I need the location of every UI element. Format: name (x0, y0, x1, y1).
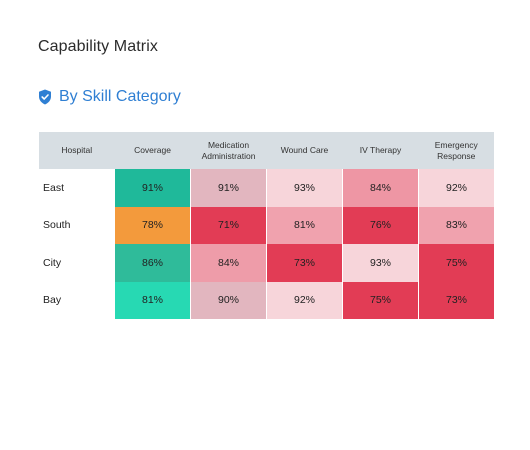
heatmap-cell: 91% (114, 169, 191, 207)
section-header: By Skill Category (38, 88, 181, 106)
heatmap-cell: 83% (418, 206, 494, 244)
table-row: Bay 81% 90% 92% 75% 73% (39, 281, 494, 319)
heatmap-cell: 71% (190, 206, 267, 244)
heatmap-cell: 86% (114, 244, 191, 282)
heatmap-cell: 84% (190, 244, 267, 282)
row-label: South (39, 206, 115, 244)
row-label: East (39, 169, 115, 207)
heatmap-cell: 81% (114, 281, 191, 319)
heatmap-cell: 93% (342, 244, 419, 282)
table-row: South 78% 71% 81% 76% 83% (39, 206, 494, 244)
heatmap-cell: 91% (190, 169, 267, 207)
heatmap-cell: 81% (266, 206, 343, 244)
shield-check-icon (38, 89, 52, 105)
column-header: IV Therapy (342, 132, 419, 169)
column-header: Emergency Response (418, 132, 494, 169)
heatmap-cell: 75% (342, 281, 419, 319)
heatmap-cell: 78% (114, 206, 191, 244)
heatmap-cell: 73% (266, 244, 343, 282)
column-header: Coverage (114, 132, 191, 169)
corner-header: Hospital (39, 132, 115, 169)
table-row: City 86% 84% 73% 93% 75% (39, 244, 494, 282)
row-label: Bay (39, 281, 115, 319)
table-row: East 91% 91% 93% 84% 92% (39, 169, 494, 207)
heatmap-cell: 76% (342, 206, 419, 244)
heatmap-cell: 92% (266, 281, 343, 319)
column-header: Wound Care (266, 132, 343, 169)
column-header: Medication Administration (190, 132, 267, 169)
row-label: City (39, 244, 115, 282)
heatmap-cell: 90% (190, 281, 267, 319)
section-title: By Skill Category (59, 88, 181, 105)
header-row: Hospital Coverage Medication Administrat… (39, 132, 494, 169)
capability-heatmap: Hospital Coverage Medication Administrat… (39, 132, 494, 319)
heatmap-cell: 92% (418, 169, 494, 207)
page-title: Capability Matrix (38, 38, 158, 55)
heatmap-cell: 93% (266, 169, 343, 207)
heatmap-cell: 73% (418, 281, 494, 319)
heatmap-cell: 75% (418, 244, 494, 282)
heatmap-cell: 84% (342, 169, 419, 207)
